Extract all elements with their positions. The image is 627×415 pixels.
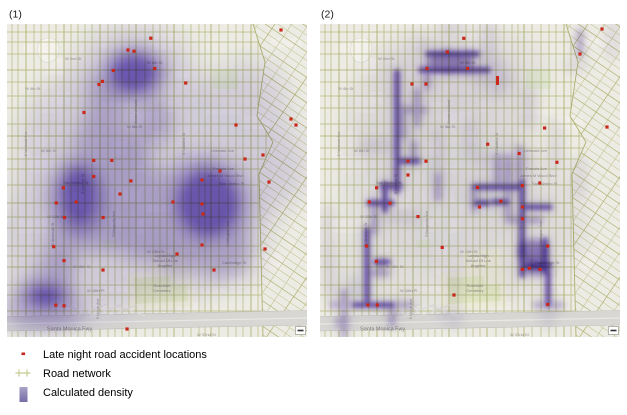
svg-text:(1): (1) [9, 9, 22, 21]
svg-text:Late night road accident locat: Late night road accident locations [43, 349, 207, 361]
svg-text:Road network: Road network [43, 368, 111, 380]
svg-text:Calculated density: Calculated density [43, 387, 133, 399]
svg-text:(2): (2) [321, 9, 334, 21]
